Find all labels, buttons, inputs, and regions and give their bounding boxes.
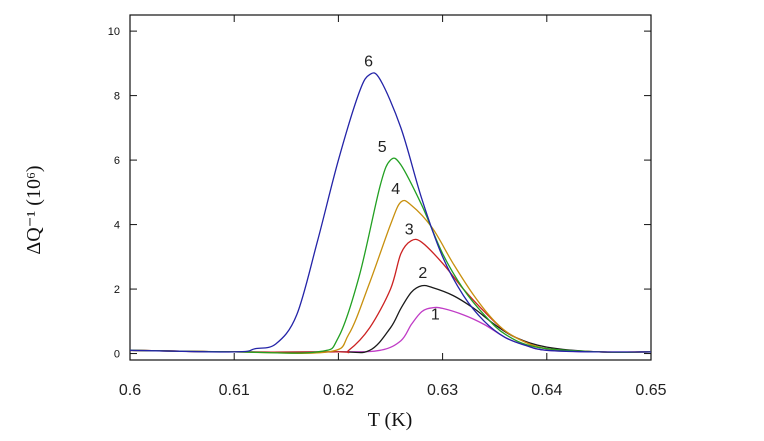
x-axis: 0.6 0.61 0.62 0.63 0.64 0.65 xyxy=(119,15,667,399)
x-tick-label: 0.61 xyxy=(219,382,250,399)
y-tick-label: 2 xyxy=(114,284,120,296)
y-tick-label: 0 xyxy=(114,349,120,361)
series-line-6 xyxy=(129,72,652,353)
curve-label-6: 6 xyxy=(364,54,373,71)
curve-labels: 1 2 3 4 5 6 xyxy=(364,54,440,324)
x-axis-label: T (K) xyxy=(368,409,413,431)
x-tick-label: 0.65 xyxy=(635,382,666,399)
y-tick-label: 10 xyxy=(108,26,120,38)
series-line-1 xyxy=(129,306,652,353)
y-tick-label: 6 xyxy=(114,155,120,167)
series-line-4 xyxy=(129,199,652,354)
x-tick-label: 0.6 xyxy=(119,382,141,399)
curve-label-1: 1 xyxy=(431,307,440,324)
curve-label-5: 5 xyxy=(378,139,387,156)
x-tick-label: 0.64 xyxy=(531,382,562,399)
plot-frame xyxy=(129,14,652,361)
series-line-3 xyxy=(129,238,652,354)
series-line-5 xyxy=(129,157,652,354)
y-tick-label: 8 xyxy=(114,91,120,103)
y-axis: 0 2 4 6 8 10 xyxy=(108,26,651,361)
x-tick-label: 0.63 xyxy=(427,382,458,399)
curve-label-2: 2 xyxy=(418,265,427,282)
series-line-2 xyxy=(129,284,652,354)
curve-label-3: 3 xyxy=(405,221,414,238)
y-axis-label: ΔQ⁻¹ (10⁶) xyxy=(23,165,45,254)
x-tick-label: 0.62 xyxy=(323,382,354,399)
series-group xyxy=(129,72,652,354)
y-tick-label: 4 xyxy=(114,220,120,232)
curve-label-4: 4 xyxy=(391,181,400,198)
